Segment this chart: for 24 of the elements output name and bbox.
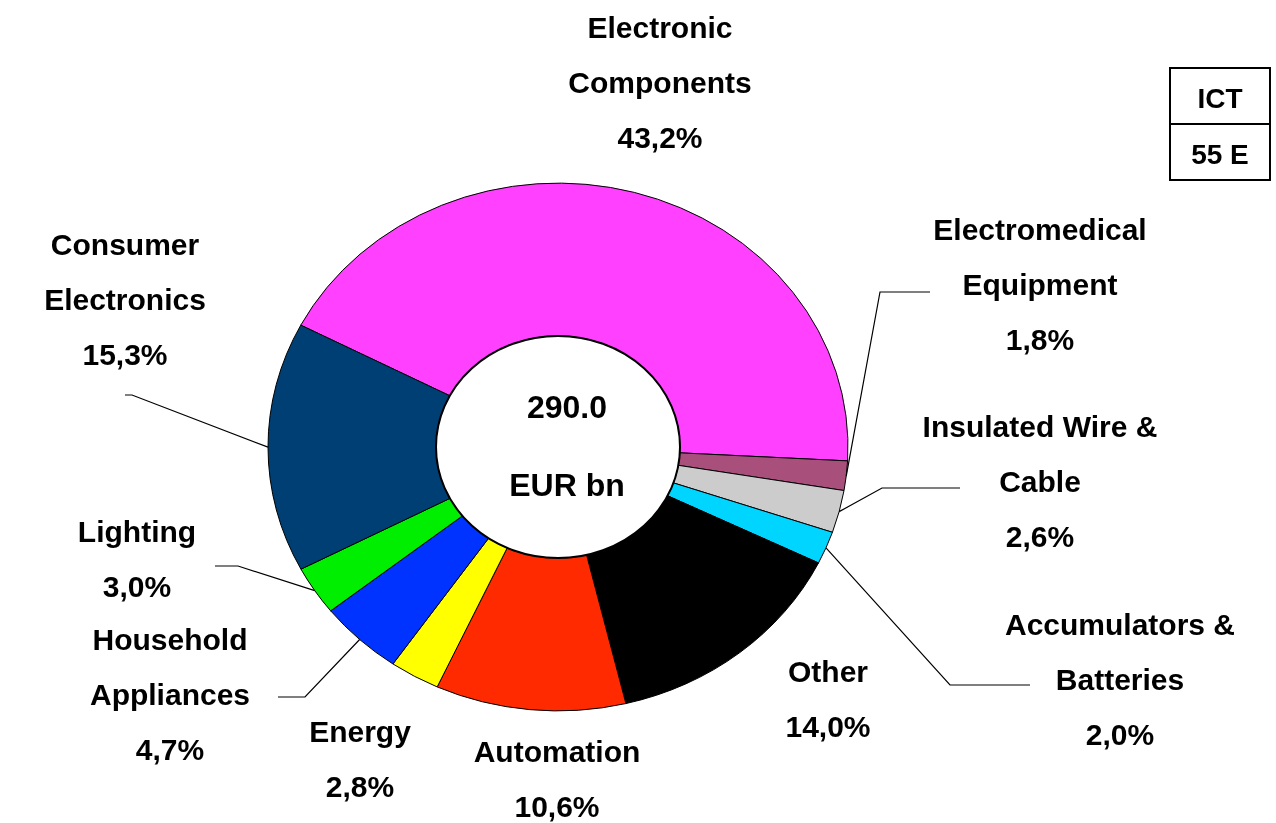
slice-label: Accumulators & Batteries [1004, 608, 1236, 696]
data-label: 1,8% [1005, 323, 1075, 356]
data-label: 2,8% [325, 770, 395, 803]
text: 290.0 [526, 389, 608, 425]
data-label: 15,3% [82, 338, 168, 371]
slice-label: Household Appliances [89, 623, 251, 711]
data-label: 3,0% [102, 570, 172, 603]
data-label: 2,0% [1085, 718, 1155, 751]
text: ICT [1197, 83, 1243, 114]
data-label: 14,0% [785, 710, 871, 743]
slice-label: Other [787, 655, 869, 688]
data-label: 4,7% [135, 733, 205, 766]
slice-label: Insulated Wire & Cable [922, 410, 1158, 498]
slice-label: Lighting [77, 515, 197, 548]
slice-label: Automation [473, 735, 641, 768]
data-label: 43,2% [617, 121, 703, 154]
slice-label: Electromedical Equipment [933, 213, 1147, 301]
slice-label: Consumer Electronics [44, 228, 206, 316]
data-label: 10,6% [514, 790, 600, 823]
slice-label: Electronic Components [568, 11, 752, 99]
text: EUR bn [509, 467, 625, 503]
text: 55 E [1191, 139, 1249, 170]
slice-label: Energy [309, 715, 412, 748]
data-label: 2,6% [1005, 520, 1075, 553]
